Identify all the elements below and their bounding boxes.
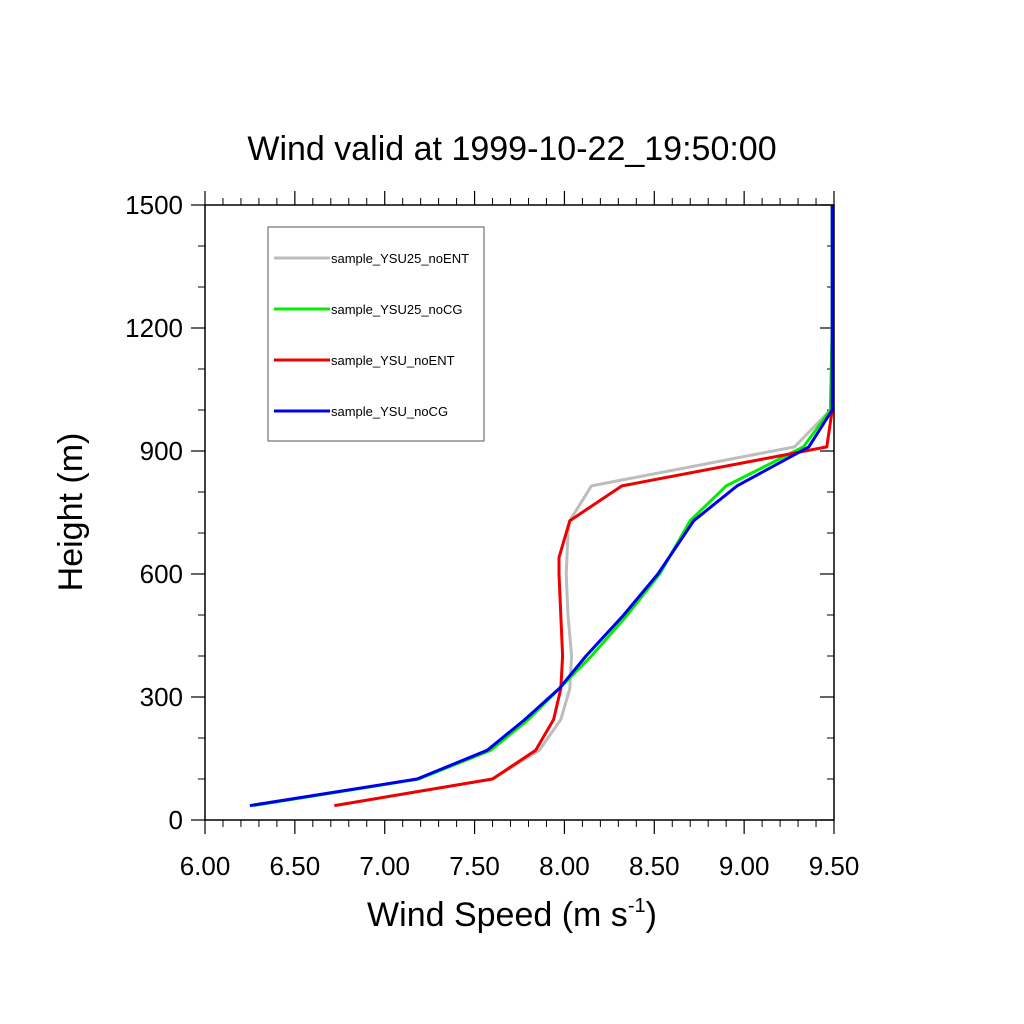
x-tick-label: 9.00 <box>719 851 770 881</box>
legend-box <box>267 226 485 442</box>
x-axis: 6.00 6.50 7.00 7.50 8.00 8.50 9.00 9.50 <box>180 191 860 881</box>
x-tick-label: 6.50 <box>270 851 321 881</box>
legend-label: sample_YSU_noCG <box>331 404 448 419</box>
legend: sample_YSU25_noENT sample_YSU25_noCGsampl… <box>267 226 485 442</box>
x-axis-label-superscript: -1 <box>628 895 646 917</box>
y-tick-label: 600 <box>140 559 183 589</box>
plot-frame <box>204 204 835 821</box>
x-tick-label: 6.00 <box>180 851 231 881</box>
y-tick-label: 300 <box>140 682 183 712</box>
x-axis-label: Wind Speed (m s-1) <box>367 895 657 934</box>
x-tick-label: 9.50 <box>809 851 860 881</box>
series-line-sample_YSU_noENT <box>334 409 834 808</box>
y-tick-label: 1500 <box>125 190 183 220</box>
x-tick-label: 7.50 <box>449 851 500 881</box>
legend-label: sample_YSU25_noENT <box>331 251 469 266</box>
chart-title: Wind valid at 1999-10-22_19:50:00 <box>247 130 776 168</box>
x-axis-label-close: ) <box>646 896 657 934</box>
y-tick-label: 900 <box>140 436 183 466</box>
series-line-sample_YSU_noCG <box>249 205 834 808</box>
x-axis-label-main: Wind Speed (m s <box>367 896 628 934</box>
x-tick-label: 8.50 <box>629 851 680 881</box>
legend-label: sample_YSU25_noCG <box>331 302 463 317</box>
y-axis-label: Height (m) <box>52 433 90 592</box>
legend-label: sample_YSU_noENT <box>331 353 455 368</box>
x-tick-label: 7.00 <box>359 851 410 881</box>
x-tick-label: 8.00 <box>539 851 590 881</box>
series-line-sample_YSU25_noCG <box>253 205 834 808</box>
y-tick-label: 1200 <box>125 313 183 343</box>
series-line-sample_YSU25_noENT <box>334 205 834 808</box>
y-tick-label: 0 <box>169 805 183 835</box>
series-layer <box>249 205 834 808</box>
